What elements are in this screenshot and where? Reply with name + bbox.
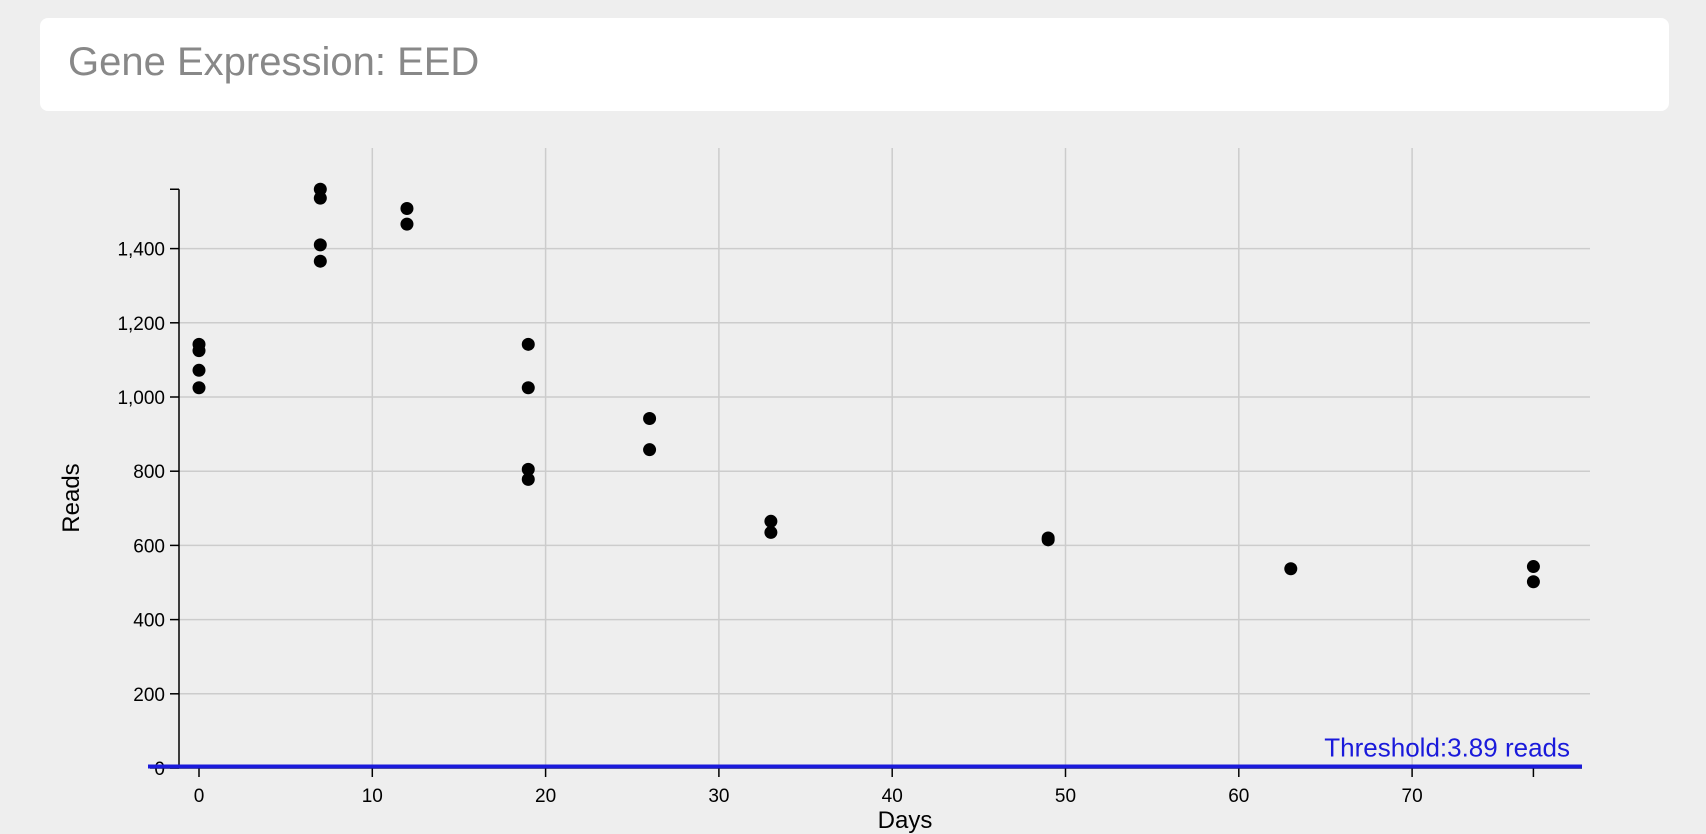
y-tick-label: 200 [133,685,165,706]
data-point [521,462,535,476]
y-tick-label: 0 [154,759,165,780]
data-point [192,363,206,377]
data-point [764,514,778,528]
x-tick-label: 50 [1055,786,1076,807]
data-point [400,202,414,216]
data-point [1526,560,1540,574]
y-axis-title: Reads [58,463,85,532]
grid [179,148,1590,768]
data-point [1041,533,1055,547]
threshold-label: Threshold:3.89 reads [1324,733,1570,763]
data-point [643,412,657,426]
data-point [400,217,414,231]
title-card: Gene Expression: EED [40,18,1669,111]
axes: 0 200 400 600 800 1,000 1,200 1,400 0 10 20 30 40 50 6… [117,188,1582,807]
data-point [1526,575,1540,589]
data-point [1284,562,1298,576]
x-tick-label: 20 [535,786,556,807]
data-point [313,254,327,268]
data-point [521,472,535,486]
y-tick-label: 800 [133,462,165,483]
data-point [764,525,778,539]
x-tick-label: 10 [362,786,383,807]
y-tick-label: 600 [133,536,165,557]
data-point [313,191,327,205]
data-point [313,238,327,252]
data-points [192,182,1540,589]
x-tick-label: 40 [882,786,903,807]
x-tick-label: 30 [708,786,729,807]
data-point [521,337,535,351]
data-point [192,344,206,358]
y-tick-label: 400 [133,611,165,632]
x-axis-title: Days [878,807,933,834]
y-tick-label: 1,400 [117,240,165,261]
y-tick-label: 1,200 [117,314,165,335]
data-point [521,381,535,395]
x-tick-label: 0 [194,786,205,807]
x-tick-label: 60 [1228,786,1249,807]
data-point [643,443,657,457]
data-point [192,381,206,395]
page-title: Gene Expression: EED [68,40,480,84]
threshold-group: Threshold:3.89 reads [148,733,1582,769]
data-point [313,182,327,196]
y-tick-label: 1,000 [117,388,165,409]
x-tick-label: 70 [1402,786,1423,807]
